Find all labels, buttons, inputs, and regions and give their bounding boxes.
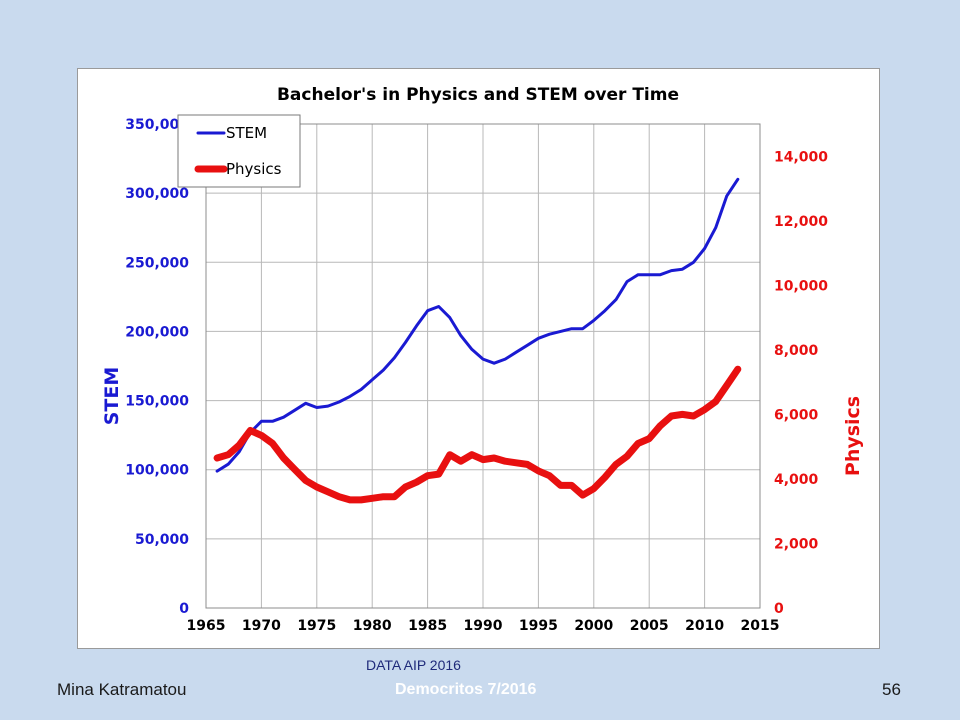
chart-title: Bachelor's in Physics and STEM over Time	[277, 85, 679, 105]
legend-box	[177, 114, 301, 188]
y-left-tick-label: 250,000	[125, 255, 189, 271]
author-name: Mina Katramatou	[57, 680, 187, 699]
x-tick-label: 2000	[574, 618, 613, 634]
y-right-tick-label: 4,000	[774, 472, 819, 488]
x-tick-label: 2010	[685, 618, 724, 634]
y-right-tick-label: 6,000	[774, 407, 819, 423]
x-tick-label: 1990	[464, 618, 503, 634]
page-number: 56	[882, 680, 901, 699]
x-tick-label: 1975	[297, 618, 336, 634]
x-tick-label: 1995	[519, 618, 558, 634]
y-right-tick-label: 2,000	[774, 536, 819, 552]
legend-label-stem: STEM	[226, 124, 267, 142]
x-tick-label: 2005	[630, 618, 669, 634]
y-right-axis-title: Physics	[842, 396, 864, 476]
y-left-axis-title: STEM	[101, 367, 123, 426]
y-left-tick-label: 50,000	[135, 532, 189, 548]
y-right-tick-label: 14,000	[774, 149, 828, 165]
x-tick-label: 1965	[187, 618, 226, 634]
y-left-tick-label: 0	[179, 601, 189, 617]
data-source-note: DATA AIP 2016	[366, 657, 461, 673]
series-line-physics	[213, 365, 742, 504]
y-right-tick-label: 10,000	[774, 278, 828, 294]
x-tick-label: 1980	[353, 618, 392, 634]
legend-label-physics: Physics	[226, 160, 282, 178]
y-right-tick-label: 12,000	[774, 214, 828, 230]
chart-panel: 1965 1970 1975 1980 1985 1990 1995 2000 2005 2010…	[77, 68, 880, 649]
chart-svg: 1965 1970 1975 1980 1985 1990 1995 2000 2005 2010…	[101, 85, 864, 634]
y-right-tick-label: 0	[774, 601, 784, 617]
y-left-tick-label: 150,000	[125, 394, 189, 410]
x-tick-label: 1985	[408, 618, 447, 634]
y-left-tick-label: 300,000	[125, 186, 189, 202]
y-left-tick-label: 100,000	[125, 463, 189, 479]
series-line-stem	[215, 177, 740, 473]
y-left-tick-label: 200,000	[125, 324, 189, 340]
y-left-tick-label: 350,000	[125, 117, 189, 133]
plot-area-border	[205, 123, 761, 609]
y-right-tick-label: 8,000	[774, 343, 819, 359]
watermark-text: Democritos 7/2016	[395, 681, 537, 698]
x-tick-label: 2015	[741, 618, 780, 634]
x-tick-label: 1970	[242, 618, 281, 634]
